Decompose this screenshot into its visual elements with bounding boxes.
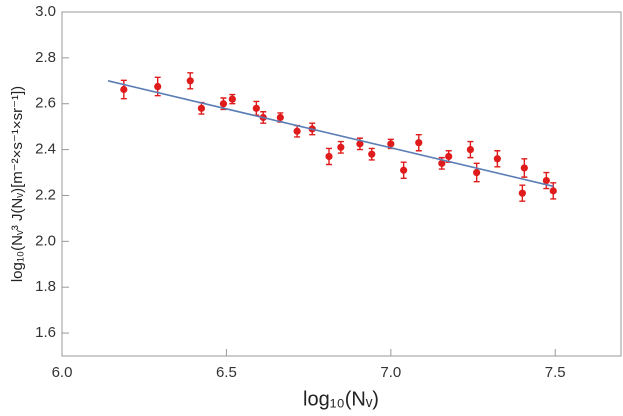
data-point [228, 95, 236, 103]
data-point [337, 143, 345, 151]
y-tick-label: 2.2 [35, 186, 56, 203]
x-axis-label: log₁₀(Nᵥ) [303, 388, 379, 410]
data-point [293, 127, 301, 135]
data-point [445, 152, 453, 161]
data-point [325, 152, 333, 161]
data-point [549, 187, 557, 195]
data-point [120, 85, 128, 94]
x-tick-label: 7.0 [380, 364, 401, 381]
data-point [276, 113, 284, 122]
data-point [186, 77, 194, 85]
data-point [415, 139, 423, 147]
data-point [387, 140, 395, 148]
data-point [219, 100, 228, 108]
y-tick-label: 2.0 [35, 232, 56, 249]
data-point [368, 150, 376, 158]
data-point [493, 155, 501, 163]
y-axis-label: log₁₀(Nᵥ³ J(Nᵥ)[m⁻²×s⁻¹×sr⁻¹]) [9, 86, 26, 282]
x-tick-label: 6.0 [52, 364, 73, 381]
data-point [356, 140, 364, 148]
y-tick-label: 2.6 [35, 95, 56, 112]
plot-frame [61, 11, 622, 357]
data-point [400, 166, 408, 174]
y-tick-label: 2.8 [35, 49, 56, 66]
data-point [473, 168, 481, 177]
data-point [438, 159, 446, 167]
y-tick-label: 2.4 [35, 141, 56, 158]
data-point [542, 176, 550, 185]
y-tick-label: 1.6 [35, 324, 56, 341]
x-tick-label: 6.5 [216, 364, 237, 381]
fit-line [107, 80, 554, 188]
y-tick-label: 3.0 [35, 3, 56, 20]
data-point [154, 82, 162, 91]
x-tick-label: 7.5 [545, 364, 566, 381]
data-point [466, 146, 474, 154]
data-point [518, 189, 526, 197]
data-point [197, 104, 206, 112]
data-point [520, 164, 528, 172]
y-tick-label: 1.8 [35, 278, 56, 295]
data-point [252, 104, 260, 112]
